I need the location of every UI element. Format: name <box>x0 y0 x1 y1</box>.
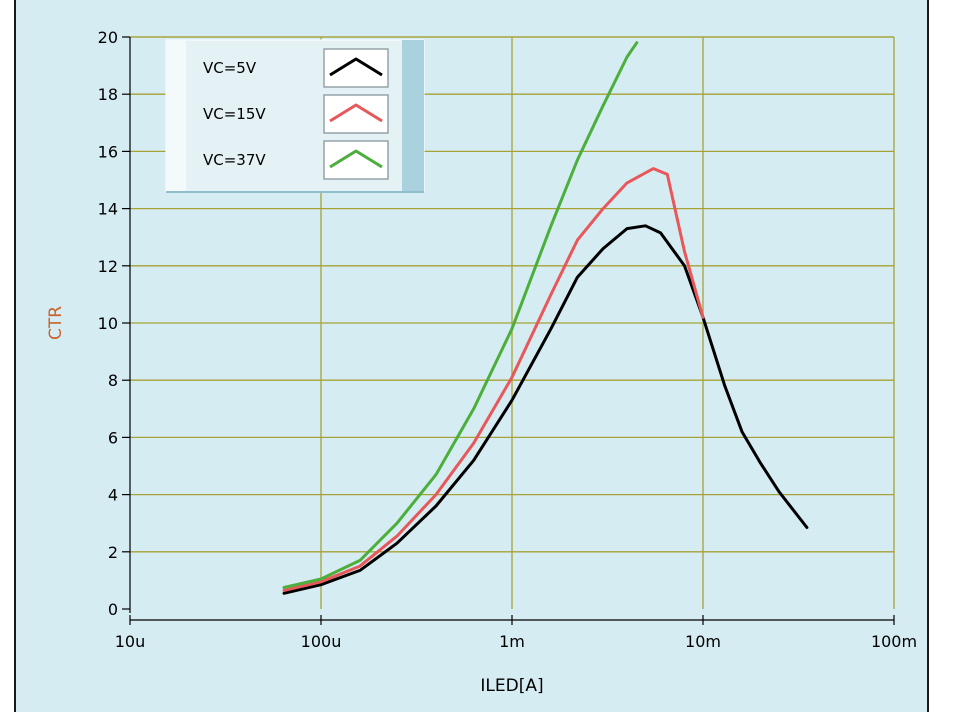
legend-swatch-line <box>329 57 383 77</box>
y-tick-label: 12 <box>98 257 118 276</box>
legend-swatch-line <box>329 103 383 123</box>
legend-label: VC=5V <box>203 59 257 77</box>
series-lines <box>282 41 809 595</box>
y-tick-label: 2 <box>108 543 118 562</box>
legend-right-bevel <box>402 40 424 192</box>
y-tick-label: 20 <box>98 28 118 47</box>
x-axis-title: ILED[A] <box>480 676 543 696</box>
legend-swatch-line <box>329 149 383 169</box>
legend-swatch-box <box>323 94 389 134</box>
y-axis-title: CTR <box>46 306 66 340</box>
legend: VC=5V VC=15V VC=37V <box>165 39 425 193</box>
y-tick-label: 4 <box>108 486 118 505</box>
y-tick-label: 8 <box>108 371 118 390</box>
legend-swatch-box <box>323 140 389 180</box>
y-tick-label: 16 <box>98 142 118 161</box>
chart-panel: 0 2 4 6 8 10 12 14 16 18 20 10u 100u 1m 10m 100m VC=5V V… <box>14 0 929 712</box>
y-tick-label: 14 <box>98 200 118 219</box>
y-tick-label: 18 <box>98 85 118 104</box>
x-tick-label: 100u <box>301 632 342 651</box>
legend-swatch-box <box>323 48 389 88</box>
y-tick-label: 6 <box>108 428 118 447</box>
series-line-1 <box>282 224 809 595</box>
x-tick-label: 10u <box>115 632 146 651</box>
x-tick-label: 100m <box>871 632 917 651</box>
y-tick-label: 0 <box>108 600 118 619</box>
axes: 0 2 4 6 8 10 12 14 16 18 20 10u 100u 1m 10m 100m <box>98 28 917 651</box>
legend-label: VC=37V <box>203 151 266 169</box>
series-line-3 <box>282 41 639 589</box>
x-tick-label: 1m <box>499 632 525 651</box>
legend-label: VC=15V <box>203 105 266 123</box>
legend-left-bevel <box>166 40 186 192</box>
x-tick-label: 10m <box>685 632 721 651</box>
y-tick-label: 10 <box>98 314 118 333</box>
